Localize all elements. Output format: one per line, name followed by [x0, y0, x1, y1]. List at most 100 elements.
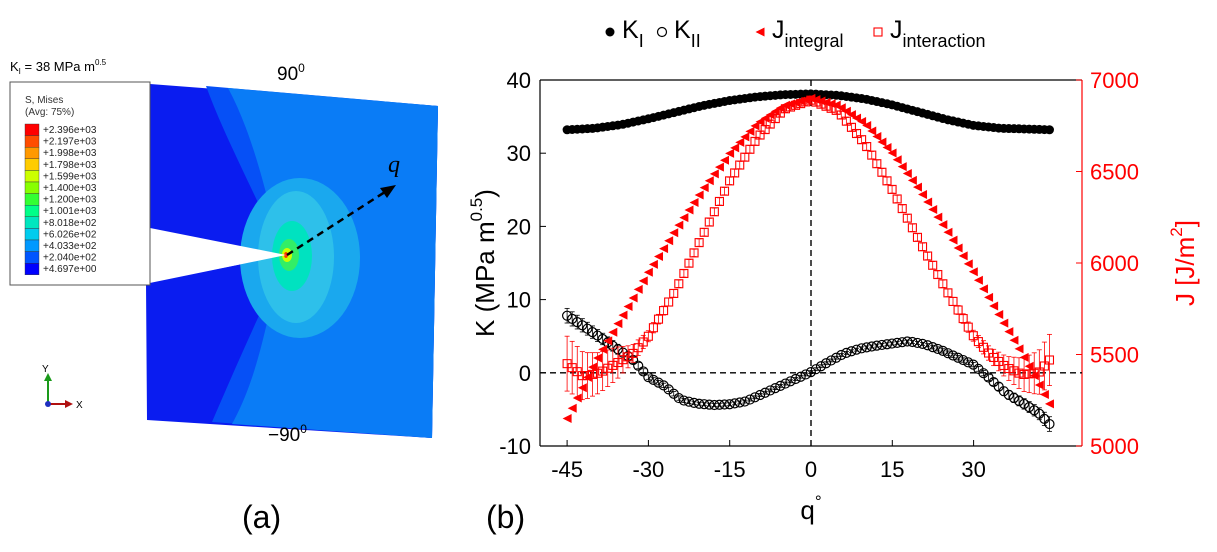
data-point-KII — [582, 323, 593, 334]
data-point-Jinteraction — [582, 370, 592, 381]
legend-value: +2.197e+03 — [43, 137, 97, 148]
data-point-Jintegral — [1009, 335, 1019, 345]
data-point-KII — [861, 342, 872, 353]
data-point-KII — [643, 372, 654, 383]
data-point-Jintegral — [613, 319, 623, 329]
data-point-Jintegral — [999, 318, 1009, 328]
legend-label: KI — [622, 16, 644, 51]
data-point-Jinteraction — [851, 128, 862, 139]
data-point-KII — [760, 387, 771, 398]
data-point-Jinteraction — [633, 343, 643, 353]
y-right-label-end: ] — [1170, 220, 1200, 227]
data-point-Jinteraction — [1019, 369, 1029, 379]
data-point-Jintegral — [725, 148, 735, 158]
x-tick-label: -15 — [714, 457, 746, 482]
x-tick-label: 30 — [961, 457, 985, 482]
data-point-Jintegral — [867, 126, 877, 136]
data-point-KII — [744, 394, 755, 405]
data-point-Jintegral — [882, 142, 892, 152]
data-point-Jinteraction — [1004, 363, 1014, 374]
k-j-chart: KI KII Jintegral Jinteraction -45 -30 -15 0 15 3… — [467, 16, 1200, 535]
data-point-Jinteraction — [953, 305, 963, 315]
data-point-KII — [592, 330, 603, 341]
data-point-Jintegral — [669, 228, 679, 238]
direction-arrow — [286, 185, 396, 257]
legend-label: KII — [674, 16, 701, 51]
legend-value: +6.026e+02 — [43, 229, 97, 240]
y-left-label-group: K (MPa m0.5) — [467, 189, 500, 337]
data-point-Jinteraction — [1009, 366, 1019, 376]
data-point-Jintegral — [907, 175, 917, 185]
data-point-Jintegral — [877, 137, 887, 147]
data-point-Jintegral — [963, 259, 973, 269]
data-point-KII — [1018, 398, 1030, 409]
x-axis-label-sup: ° — [815, 492, 822, 511]
data-point-Jintegral — [948, 235, 958, 245]
y-left-axis-label: K (MPa m0.5) — [470, 189, 500, 337]
data-point-Jinteraction — [933, 269, 943, 280]
data-point-Jintegral — [973, 275, 983, 285]
data-point-Jinteraction — [882, 176, 892, 186]
panel-b-label: (b) — [486, 499, 525, 535]
data-point-KII — [572, 317, 583, 328]
y-right-label-group: J [J/m2] — [1167, 220, 1200, 306]
data-point-KII — [739, 396, 750, 407]
y-left-tick-label: -10 — [499, 434, 531, 459]
panel-b: KI KII Jintegral Jinteraction -45 -30 -15 0 15 3… — [467, 0, 1217, 547]
data-point-Jinteraction — [659, 306, 669, 316]
data-point-Jinteraction — [664, 297, 674, 307]
contour-figure: KI = 38 MPa m0.5 S, Mises (Avg: 75%) +2.… — [9, 58, 438, 535]
data-point-Jintegral — [623, 302, 633, 312]
data-point-Jintegral — [943, 227, 953, 237]
data-point-KII — [577, 320, 588, 331]
data-point-KII — [785, 376, 796, 387]
data-point-KII — [638, 366, 649, 377]
data-point-Jintegral — [659, 244, 669, 254]
legend-value: +1.599e+03 — [43, 171, 97, 182]
data-point-Jinteraction — [603, 363, 613, 373]
y-left-label-main: K (MPa m — [470, 221, 500, 337]
data-point-Jintegral — [852, 113, 862, 123]
specimen-mesh — [140, 84, 438, 438]
data-point-Jintegral — [862, 121, 872, 131]
legend-swatch — [24, 228, 40, 241]
data-point-KII — [1013, 395, 1025, 406]
data-point-Jintegral — [720, 155, 730, 165]
data-point-Jintegral — [684, 205, 694, 215]
data-point-KII — [1044, 418, 1055, 430]
data-point-Jintegral — [664, 236, 674, 246]
data-point-KII — [673, 392, 684, 404]
data-point-KII — [633, 360, 644, 371]
legend-value: +4.697e+00 — [43, 264, 97, 275]
data-point-KII — [886, 338, 898, 349]
data-point-KII — [836, 349, 847, 361]
data-point-Jintegral — [572, 393, 582, 403]
data-point-Jinteraction — [867, 150, 877, 160]
triad-x-label: X — [76, 400, 83, 411]
legend-label-sub: interaction — [903, 31, 986, 51]
legend-swatch — [24, 170, 40, 183]
data-point-Jinteraction — [791, 100, 801, 110]
y-left-label-sup: 0.5 — [470, 198, 486, 222]
data-point-Jinteraction — [587, 369, 598, 379]
data-point-Jintegral — [968, 267, 978, 277]
data-point-KII — [902, 336, 913, 347]
data-point-Jintegral — [709, 169, 719, 179]
legend-value: +2.040e+02 — [43, 253, 97, 264]
y-left-tick-label: 20 — [507, 214, 531, 239]
data-point-Jintegral — [928, 205, 938, 215]
legend-swatch — [24, 204, 40, 217]
data-point-Jintegral — [836, 103, 846, 113]
data-point-Jinteraction — [674, 279, 684, 289]
data-point-KII — [805, 367, 816, 378]
legend-value: +2.396e+03 — [43, 125, 97, 136]
data-point-Jintegral — [648, 259, 658, 269]
y-right-tick-label: 7000 — [1090, 68, 1139, 93]
y-right-label-sup: 2 — [1167, 227, 1186, 236]
data-point-Jintegral — [846, 110, 856, 120]
data-point-KII — [871, 340, 882, 351]
data-point-Jinteraction — [740, 152, 750, 162]
data-point-Jinteraction — [608, 360, 618, 370]
data-point-KII — [876, 339, 888, 351]
data-point-Jinteraction — [816, 99, 826, 109]
